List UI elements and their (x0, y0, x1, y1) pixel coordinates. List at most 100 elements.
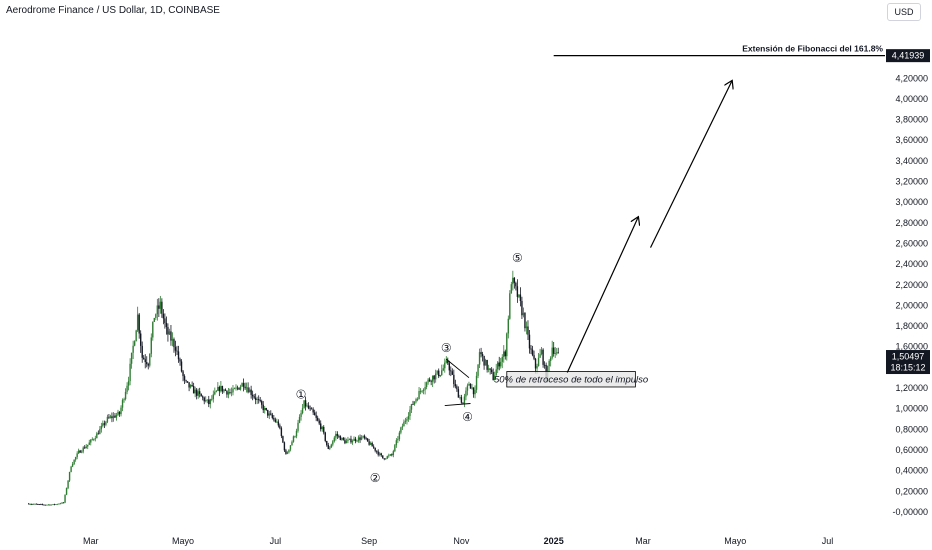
candle (359, 434, 361, 443)
candle (368, 438, 370, 446)
candle (62, 502, 65, 504)
y-tick-label: 2,40000 (895, 259, 928, 269)
candle-body (127, 381, 130, 386)
candle-body (99, 429, 101, 435)
candle-body (294, 436, 296, 438)
x-tick-label: Sep (361, 536, 377, 546)
candle-body (254, 397, 257, 401)
candlestick-series (28, 270, 559, 506)
candle (483, 355, 485, 370)
candle (409, 405, 411, 420)
candle (289, 445, 292, 452)
candle (338, 434, 340, 439)
candle-body (112, 415, 115, 419)
candle (444, 358, 446, 373)
candle (419, 388, 422, 395)
candle (88, 439, 90, 445)
candle (468, 381, 470, 386)
candle (372, 444, 375, 449)
candle (161, 298, 163, 318)
candle-body (495, 369, 497, 376)
candle (478, 348, 481, 369)
candle-body (536, 366, 538, 369)
candle (392, 449, 395, 458)
candle-body (135, 330, 137, 342)
candle-body (465, 390, 467, 397)
candle-body (419, 391, 422, 392)
candle-body (413, 401, 416, 405)
candle-body (360, 437, 363, 440)
candle (309, 405, 311, 411)
candle (430, 379, 432, 386)
y-tick-label: 3,60000 (895, 135, 928, 145)
candle-body (194, 389, 196, 394)
candle-body (133, 341, 136, 346)
candle-body (406, 419, 408, 421)
candle-body (525, 326, 528, 329)
x-tick-label: Mar (83, 536, 99, 546)
candle-body (276, 421, 278, 423)
candle-body (519, 294, 522, 301)
candle-body (271, 414, 274, 418)
candle (321, 425, 323, 432)
candle-body (44, 504, 47, 506)
candle (93, 438, 95, 442)
candle-body (306, 405, 308, 407)
candle (256, 396, 258, 405)
candle (29, 503, 31, 505)
candle (454, 379, 457, 389)
candle-body (353, 438, 355, 441)
candle (456, 384, 458, 392)
candle-body (368, 441, 370, 445)
candle-body (375, 450, 378, 452)
candle (439, 374, 441, 378)
candle-body (53, 504, 56, 506)
candle (274, 417, 277, 423)
candle-body (518, 294, 520, 297)
candle (354, 436, 357, 444)
candle-body (177, 351, 180, 360)
candle (265, 407, 267, 411)
candle-body (336, 433, 339, 436)
candle-body (244, 386, 246, 389)
candle (209, 398, 211, 409)
candle (507, 315, 510, 339)
candle-body (223, 389, 225, 392)
candle (431, 375, 434, 387)
candle-body (67, 480, 69, 489)
candle-body (179, 359, 181, 362)
candle (395, 438, 398, 448)
wave-count-label: ② (370, 471, 381, 485)
candle-body (205, 400, 207, 402)
projection-arrow (566, 217, 638, 373)
candle (516, 279, 519, 303)
candle (360, 435, 363, 441)
candle (356, 439, 358, 443)
candle-body (282, 436, 284, 443)
candle (44, 504, 47, 506)
candle-body (49, 504, 51, 506)
candle-body (315, 415, 317, 418)
wave-count-label: ⑤ (512, 251, 523, 265)
candle-body (445, 360, 447, 363)
candle-body (301, 408, 304, 414)
candle (257, 395, 260, 404)
candle-body (56, 504, 59, 505)
candle-body (35, 503, 38, 505)
currency-selector-button[interactable]: USD (887, 3, 921, 21)
x-tick-label: Mayo (172, 536, 194, 546)
candle-body (273, 417, 275, 420)
candle (143, 355, 145, 360)
candle-body (215, 390, 218, 392)
candle (484, 358, 487, 366)
candle-body (363, 435, 366, 439)
candle (247, 382, 249, 394)
candle-body (386, 456, 388, 459)
candle-body (28, 503, 30, 505)
candle (141, 341, 143, 363)
drawing-overlays: Extensión de Fibonacci del 161.8% 50% de … (296, 44, 885, 485)
candle (366, 438, 369, 442)
candle (130, 352, 133, 369)
candle (386, 455, 388, 460)
